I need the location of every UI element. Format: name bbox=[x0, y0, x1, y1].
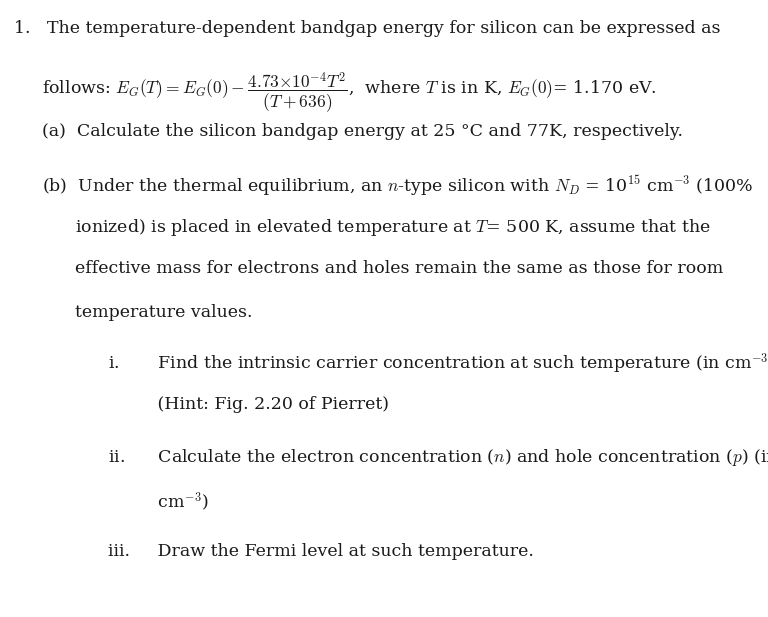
Text: temperature values.: temperature values. bbox=[75, 304, 253, 321]
Text: effective mass for electrons and holes remain the same as those for room: effective mass for electrons and holes r… bbox=[75, 260, 723, 278]
Text: i.       Find the intrinsic carrier concentration at such temperature (in cm$^{-: i. Find the intrinsic carrier concentrat… bbox=[108, 352, 768, 376]
Text: follows: $E_G(T) = E_G(0) - \dfrac{4.73{\times}10^{-4}T^2}{(T+636)}$,  where $T$: follows: $E_G(T) = E_G(0) - \dfrac{4.73{… bbox=[42, 71, 657, 115]
Text: iii.     Draw the Fermi level at such temperature.: iii. Draw the Fermi level at such temper… bbox=[108, 543, 534, 560]
Text: (a)  Calculate the silicon bandgap energy at 25 °C and 77K, respectively.: (a) Calculate the silicon bandgap energy… bbox=[42, 123, 684, 141]
Text: cm$^{-3}$): cm$^{-3}$) bbox=[108, 491, 208, 513]
Text: (b)  Under the thermal equilibrium, an $n$-type silicon with $N_D$ = 10$^{15}$ c: (b) Under the thermal equilibrium, an $n… bbox=[42, 174, 753, 198]
Text: (Hint: Fig. 2.20 of Pierret): (Hint: Fig. 2.20 of Pierret) bbox=[108, 396, 389, 413]
Text: ionized) is placed in elevated temperature at $T$= 500 K, assume that the: ionized) is placed in elevated temperatu… bbox=[75, 217, 711, 238]
Text: ii.      Calculate the electron concentration ($n$) and hole concentration ($p$): ii. Calculate the electron concentration… bbox=[108, 447, 768, 468]
Text: 1.   The temperature-dependent bandgap energy for silicon can be expressed as: 1. The temperature-dependent bandgap ene… bbox=[14, 20, 720, 37]
